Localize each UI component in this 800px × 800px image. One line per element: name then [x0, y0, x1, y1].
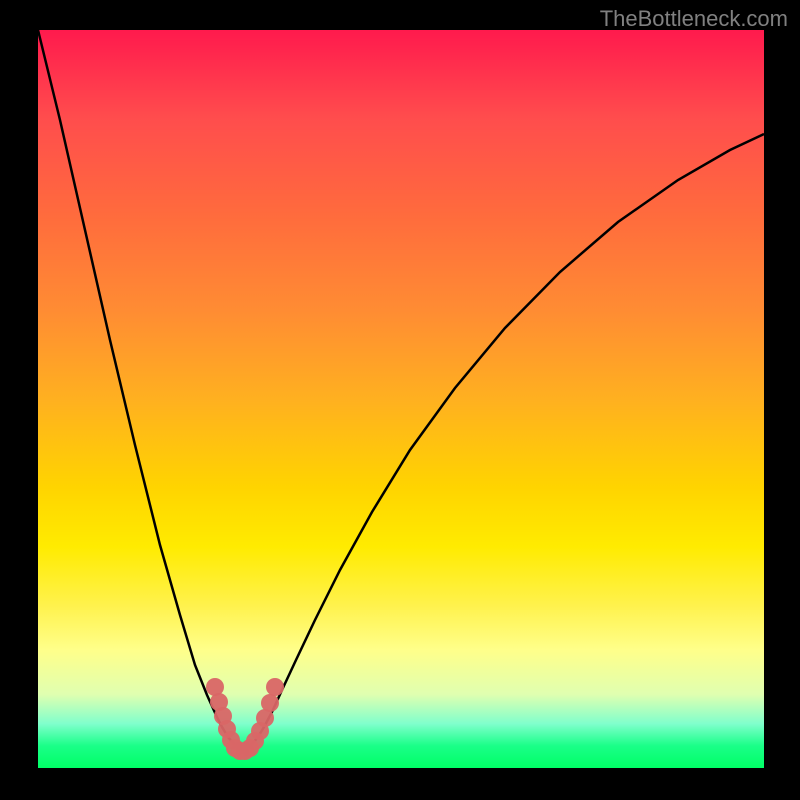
chart-plot-area [38, 30, 764, 768]
watermark-text: TheBottleneck.com [600, 6, 788, 32]
